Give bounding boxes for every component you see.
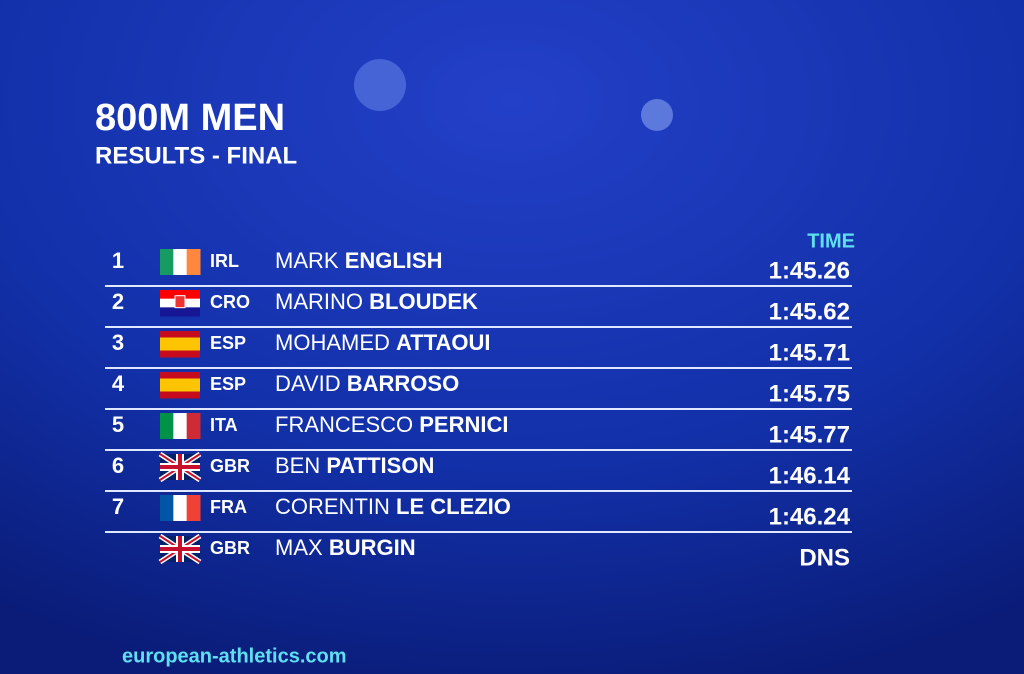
country-code: ESP [210,333,246,353]
flag-stripe [160,495,174,521]
flag [158,451,202,483]
time: 1:45.75 [769,380,850,407]
flag-stripe [173,495,188,521]
first-name: CORENTIN [275,494,390,519]
flag [160,290,200,317]
flag-cross [160,454,200,480]
flag-stripe [160,331,200,338]
flag [160,495,201,521]
result-row: 1 IRL MARK ENGLISH 1:45.26 [105,248,852,287]
athlete-name: CORENTIN LE CLEZIO [275,494,511,519]
last-name: ATTAOUI [396,330,491,355]
flag-stripe [173,413,188,439]
rank: 3 [112,330,124,355]
flag-stripe [160,413,174,439]
time: 1:45.71 [769,339,850,366]
first-name: DAVID [275,371,341,396]
flag-stripe [160,378,200,392]
last-name: ENGLISH [345,248,443,273]
result-row: GBR MAX BURGIN DNS [158,533,850,571]
footer-url: european-athletics.com [122,645,347,667]
flag-stripe [186,495,201,521]
time: 1:45.77 [769,421,850,448]
flag-shield [174,295,186,309]
flag-stripe [186,413,201,439]
first-name: MARINO [275,289,363,314]
athlete-name: BEN PATTISON [275,453,434,478]
first-name: MOHAMED [275,330,390,355]
athlete-name: DAVID BARROSO [275,371,459,396]
flag [160,249,201,275]
column-header: TIME [807,230,855,252]
flag-stripe [173,249,188,275]
last-name: BLOUDEK [369,289,478,314]
time: 1:45.26 [769,257,850,284]
rank: 7 [112,494,124,519]
flag [160,413,201,439]
last-name: LE CLEZIO [396,494,511,519]
result-row: 7 FRA CORENTIN LE CLEZIO 1:46.24 [105,494,852,533]
flag-stripe [160,290,200,300]
flag [160,331,200,358]
country-code: ESP [210,374,246,394]
first-name: MARK [275,248,339,273]
flag-stripe [160,350,200,358]
athlete-name: FRANCESCO PERNICI [275,412,509,437]
rank: 5 [112,412,124,437]
flag-stripe [160,337,200,351]
country-code: FRA [210,497,247,517]
last-name: PERNICI [419,412,508,437]
last-name: BURGIN [329,535,416,560]
athlete-name: MAX BURGIN [275,535,416,560]
result-row: 3 ESP MOHAMED ATTAOUI 1:45.71 [105,330,852,369]
country-code: CRO [210,292,250,312]
first-name: FRANCESCO [275,412,413,437]
rank: 6 [112,453,124,478]
last-name: BARROSO [347,371,459,396]
country-code: GBR [210,538,250,558]
title: 800M MEN [95,97,285,139]
subtitle: RESULTS - FINAL [95,142,297,169]
flag-stripe [186,249,201,275]
rank: 1 [112,248,124,273]
stadium-light [641,99,673,131]
results-table: 1 IRL MARK ENGLISH 1:45.26 2 CRO MARINO BLOUDE… [105,248,852,571]
country-code: ITA [210,415,238,435]
athlete-name: MOHAMED ATTAOUI [275,330,491,355]
result-row: 4 ESP DAVID BARROSO 1:45.75 [105,371,852,410]
rank: 2 [112,289,124,314]
time: 1:46.14 [769,462,851,489]
flag-cross [160,536,200,562]
rank: 4 [112,371,125,396]
time: 1:45.62 [769,298,850,325]
flag-stripe [160,307,200,317]
time: 1:46.24 [769,503,851,530]
result-row: 5 ITA FRANCESCO PERNICI 1:45.77 [105,412,852,451]
first-name: BEN [275,453,320,478]
athlete-name: MARK ENGLISH [275,248,442,273]
flag-stripe [160,391,200,399]
stadium-light [354,59,406,111]
result-row: 6 GBR BEN PATTISON 1:46.14 [105,451,852,492]
first-name: MAX [275,535,323,560]
last-name: PATTISON [326,453,434,478]
flag [160,372,200,399]
result-row: 2 CRO MARINO BLOUDEK 1:45.62 [105,289,852,328]
athlete-name: MARINO BLOUDEK [275,289,478,314]
country-code: IRL [210,251,239,271]
flag [158,533,202,565]
flag-stripe [160,372,200,379]
flag-stripe [160,249,174,275]
country-code: GBR [210,456,250,476]
time: DNS [799,544,850,571]
